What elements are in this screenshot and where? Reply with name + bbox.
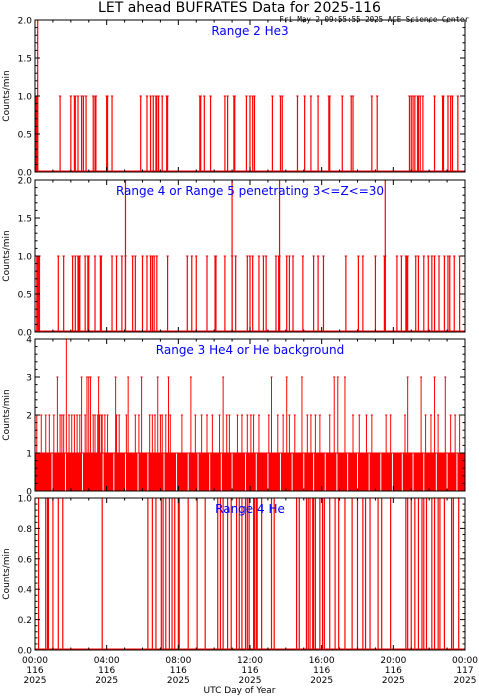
y-axis-label: Counts/min <box>2 389 12 440</box>
y-tick-label: 1.0 <box>18 253 33 263</box>
x-tick-label-year: 2025 <box>24 676 47 686</box>
y-axis-label: Counts/min <box>2 548 12 599</box>
x-tick-label-time: 20:00 <box>380 656 406 666</box>
panel-frame <box>34 497 466 651</box>
panel-title: Range 4 He <box>215 502 285 516</box>
x-tick-label-time: 08:00 <box>165 656 191 666</box>
x-tick-label-doy: 116 <box>98 666 115 676</box>
y-tick-label: 3 <box>26 374 32 384</box>
y-axis-label: Counts/min <box>2 230 12 281</box>
y-tick-label: 2.0 <box>18 177 33 187</box>
x-tick-label-year: 2025 <box>310 676 333 686</box>
panel-title: Range 3 He4 or He background <box>156 343 344 357</box>
y-tick-label: 0.6 <box>18 555 33 565</box>
y-tick-label: 0.2 <box>18 616 32 626</box>
y-tick-label: 4 <box>26 336 32 346</box>
y-tick-label: 1.5 <box>18 55 32 65</box>
x-tick-label-year: 2025 <box>454 676 477 686</box>
y-tick-label: 1.0 <box>18 93 33 103</box>
y-tick-label: 0.5 <box>18 291 32 301</box>
y-tick-label: 2 <box>26 412 32 422</box>
y-tick-label: 0.4 <box>18 586 33 596</box>
x-tick-label-year: 2025 <box>382 676 405 686</box>
x-tick-label-doy: 116 <box>26 666 43 676</box>
x-tick-label-time: 16:00 <box>309 656 335 666</box>
x-tick-label-time: 00:00 <box>452 656 478 666</box>
y-tick-label: 2.0 <box>18 17 33 27</box>
y-axis-label: Counts/min <box>2 70 12 121</box>
x-tick-label-year: 2025 <box>167 676 190 686</box>
y-tick-label: 0.5 <box>18 131 32 141</box>
y-tick-label: 0.0 <box>18 647 33 657</box>
panel-title: Range 2 He3 <box>211 24 288 38</box>
figure-title: LET ahead BUFRATES Data for 2025-116 <box>98 0 381 16</box>
x-tick-label-doy: 117 <box>456 666 473 676</box>
y-tick-label: 1.0 <box>18 495 33 505</box>
y-tick-label: 0.0 <box>18 329 33 339</box>
panel-title: Range 4 or Range 5 penetrating 3<=Z<=30 <box>116 184 384 198</box>
y-tick-label: 0.8 <box>18 525 33 535</box>
y-tick-label: 1 <box>26 450 32 460</box>
x-tick-label-year: 2025 <box>95 676 118 686</box>
x-tick-label-doy: 116 <box>170 666 187 676</box>
x-tick-label-doy: 116 <box>313 666 330 676</box>
y-tick-label: 0.0 <box>18 169 33 179</box>
x-tick-label-doy: 116 <box>241 666 258 676</box>
x-axis-title: UTC Day of Year <box>203 686 276 696</box>
x-tick-label-time: 12:00 <box>237 656 263 666</box>
y-tick-label: 0 <box>26 488 32 498</box>
y-tick-label: 1.5 <box>18 215 32 225</box>
x-tick-label-time: 04:00 <box>94 656 120 666</box>
x-tick-label-doy: 116 <box>385 666 402 676</box>
x-tick-label-year: 2025 <box>239 676 262 686</box>
baseline-band <box>35 453 465 491</box>
x-tick-label-time: 00:00 <box>22 656 48 666</box>
